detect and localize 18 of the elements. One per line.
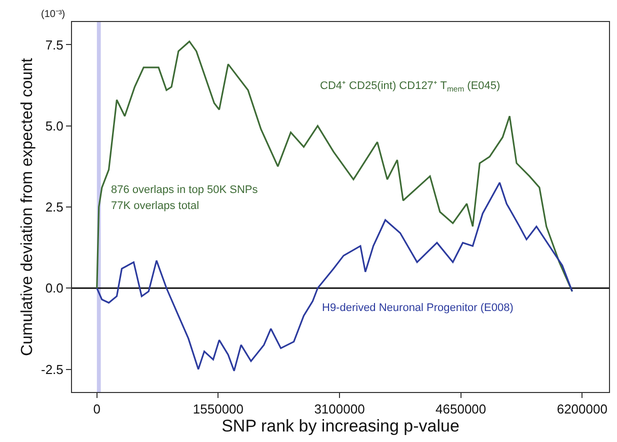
y-tick-label: 7.5 xyxy=(45,37,64,52)
text: (10⁻³) xyxy=(41,9,66,20)
series-label: H9-derived Neuronal Progenitor (E008) xyxy=(322,302,514,314)
x-axis-title: SNP rank by increasing p-value xyxy=(222,416,460,436)
x-tick-label: 6200000 xyxy=(556,402,608,417)
x-tick-label: 3100000 xyxy=(314,402,365,417)
y-tick-label: -2.5 xyxy=(40,362,64,377)
x-tick-label: 4650000 xyxy=(436,402,486,417)
y-tick-label: 5.0 xyxy=(45,118,64,134)
text: CD4⁺ CD25(int) CD127⁺ T$_{mem}$ (E045) xyxy=(320,80,500,94)
line-series xyxy=(96,182,574,372)
y-tick-label: 2.5 xyxy=(45,200,64,215)
x-tick-label: 0 xyxy=(93,402,101,417)
y-axis-title: Cumulative deviation from expected count xyxy=(18,57,36,356)
y-tick-label: 0.0 xyxy=(45,280,64,296)
annotation: 77K overlaps total xyxy=(111,200,200,212)
x-tick-label: 1550000 xyxy=(192,402,244,417)
annotation: 876 overlaps in top 50K SNPs xyxy=(111,184,258,196)
